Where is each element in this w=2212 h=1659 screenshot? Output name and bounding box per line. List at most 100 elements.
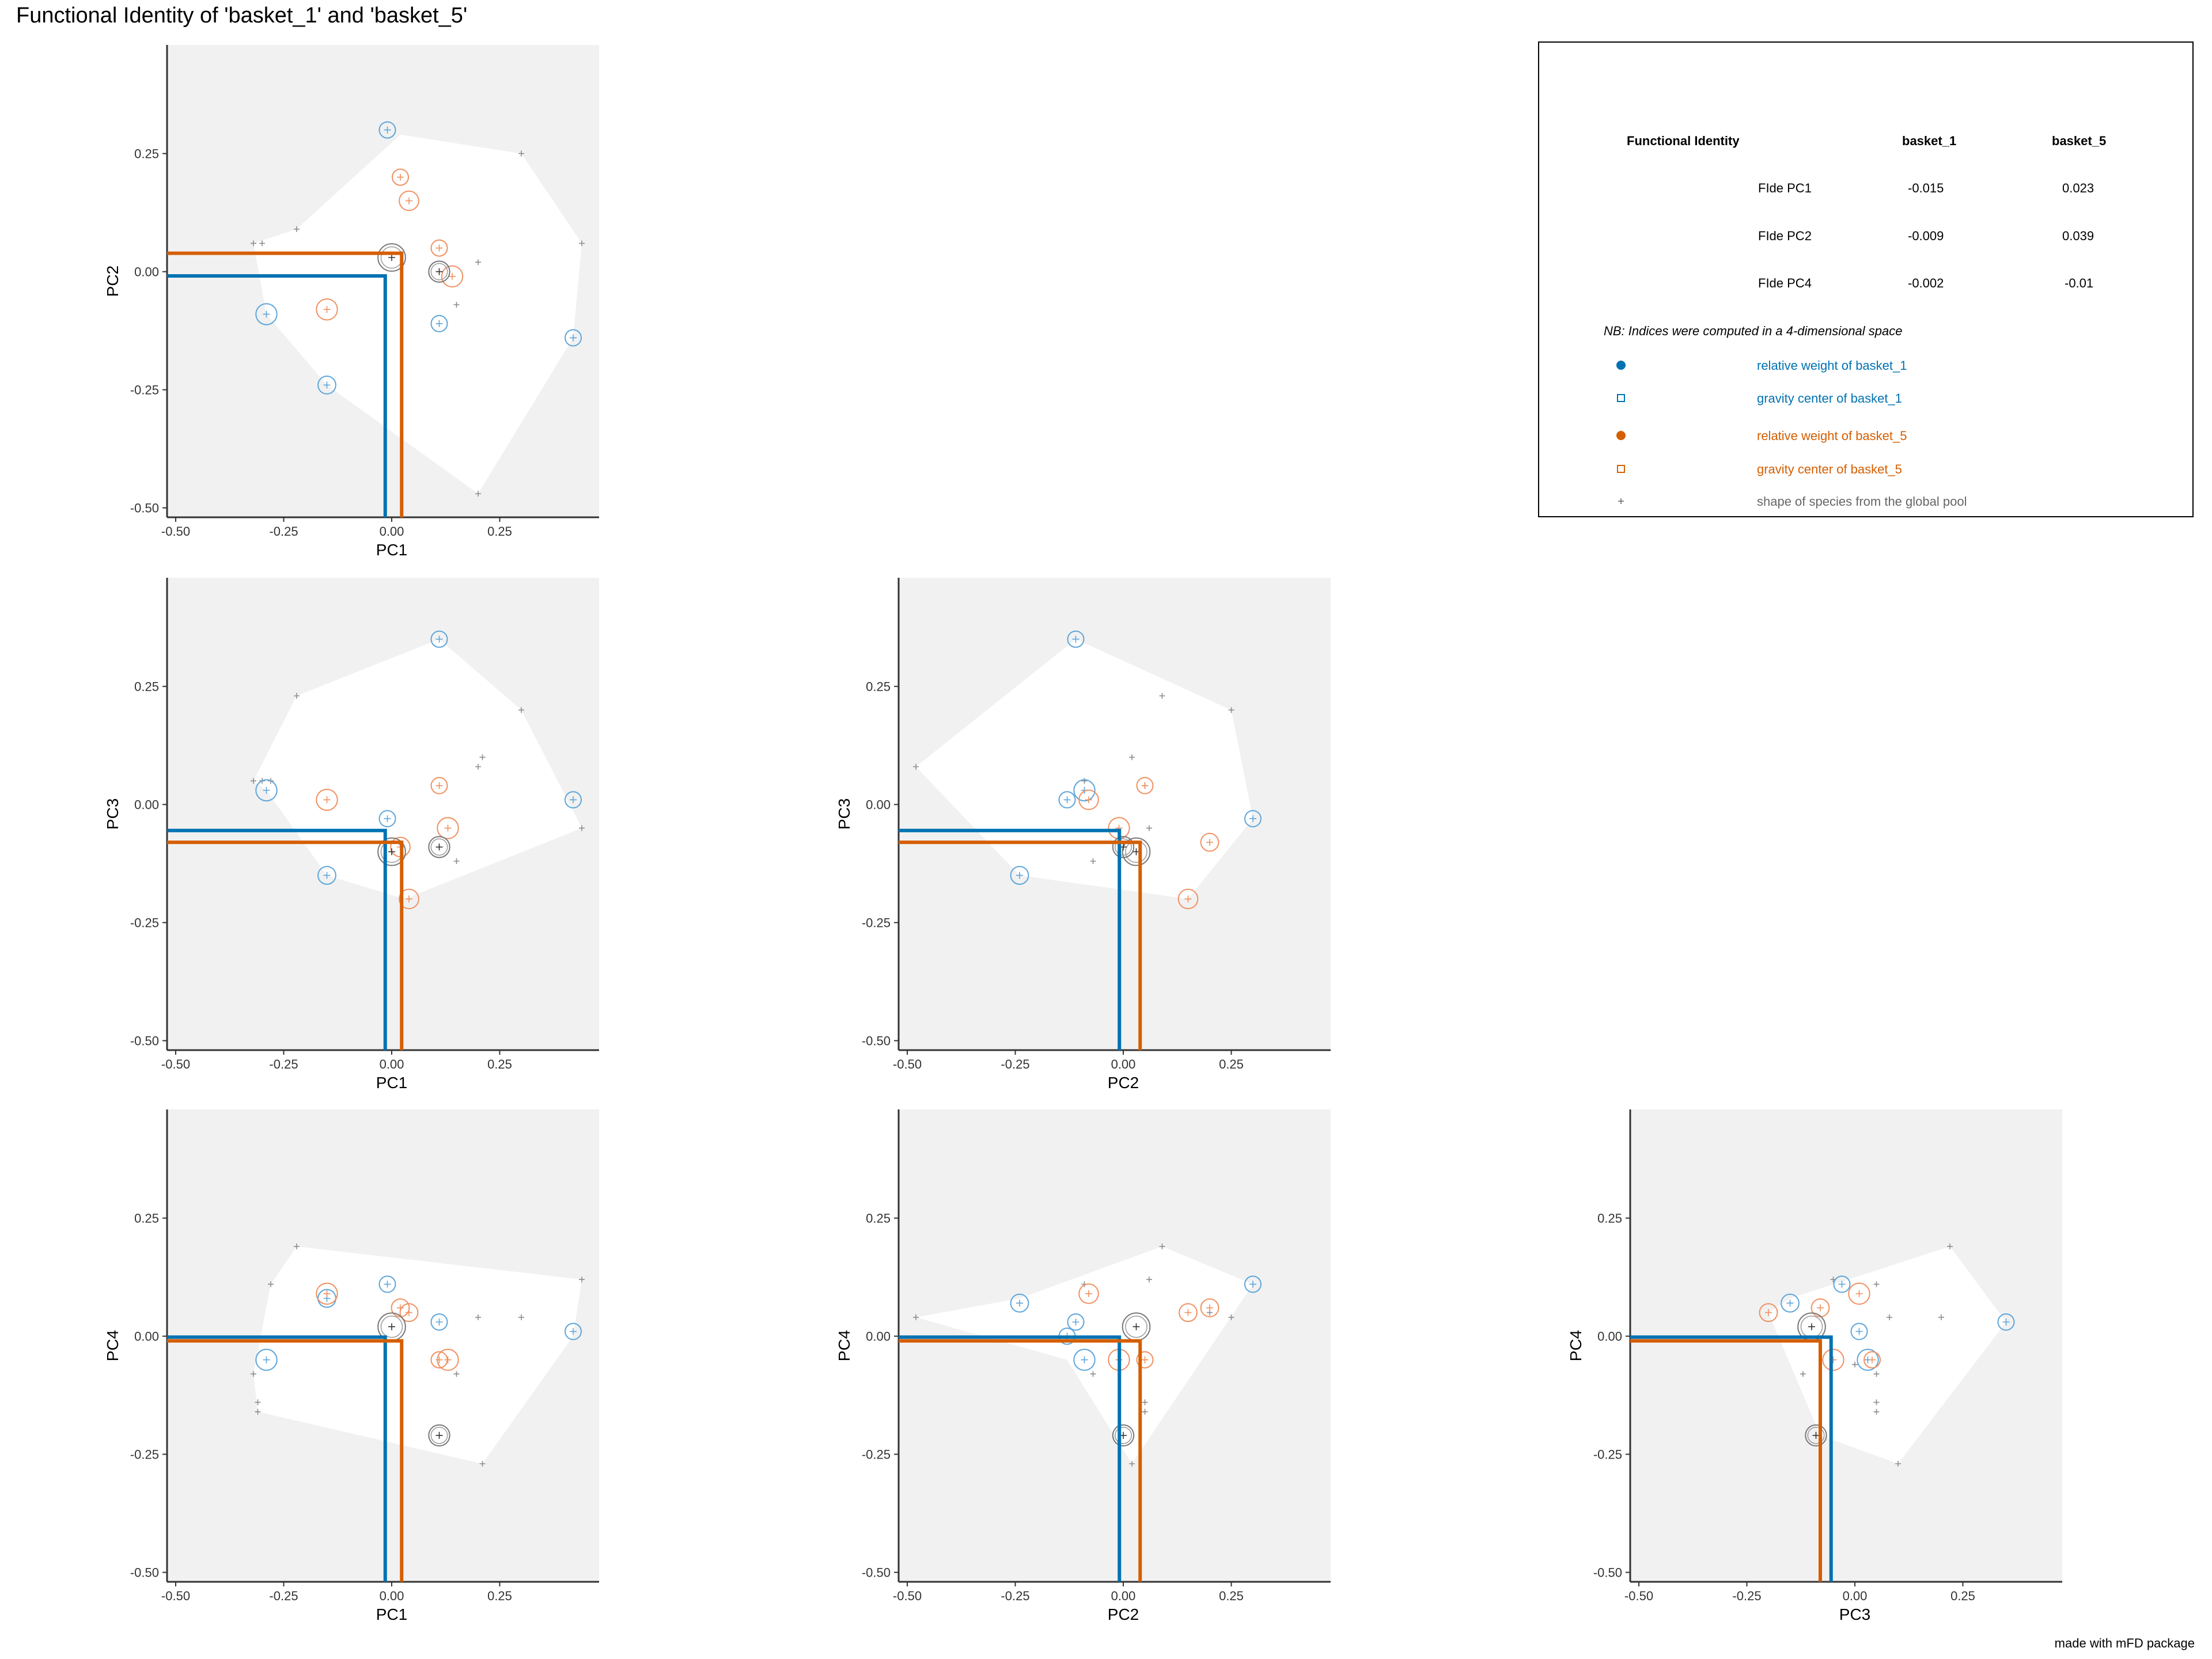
basket-1-species-point: [1244, 810, 1262, 828]
x-tick-label: 0.25: [487, 524, 512, 539]
basket-5-species-point-cross: [1184, 895, 1192, 903]
x-tick-label: 0.25: [1219, 1589, 1244, 1603]
pool-species-point: [1873, 1371, 1880, 1377]
pool-species-point: [1873, 1408, 1880, 1415]
pool-species-point: [479, 754, 486, 760]
x-axis-label: PC2: [1108, 1074, 1139, 1092]
basket-5-species-point-cross: [449, 272, 456, 280]
pool-species-point: [1938, 1314, 1944, 1320]
basket-5-species-point-cross: [1085, 796, 1092, 804]
fide-basket-1-line: [899, 1335, 1122, 1582]
y-axis-label: PC3: [835, 798, 853, 830]
legend-table: Functional Identity basket_1 basket_5 FI…: [1538, 41, 2194, 517]
x-axis-label: PC1: [376, 1074, 407, 1092]
fide-basket-1-line: [167, 274, 387, 517]
legend-open-square-icon: [1617, 465, 1625, 473]
legend-item-label: relative weight of basket_5: [1757, 429, 1907, 443]
y-tick-label: 0.25: [1597, 1211, 1622, 1226]
pool-species-point: [475, 491, 481, 497]
fide-basket-1-line: [899, 828, 1122, 1050]
legend-item-label: relative weight of basket_1: [1757, 358, 1907, 373]
y-tick-label: -0.50: [1593, 1566, 1622, 1580]
basket-1-species-point-cross: [1786, 1300, 1794, 1307]
basket-5-species-point: [1136, 1351, 1154, 1369]
chart-pc1-pc3: -0.50 -0.25 0.00 0.25 -0.50 -0.25 0.00 0.25 PC1 P…: [104, 578, 599, 1092]
shared-species-cross: [1812, 1431, 1820, 1439]
legend-item-label: shape of species from the global pool: [1757, 494, 1967, 509]
basket-5-species-point: [430, 777, 448, 794]
pool-species-point: [518, 707, 524, 713]
pool-species-point: [1228, 1314, 1234, 1320]
legend-row-label: FIde PC2: [1758, 229, 1812, 243]
legend-row-basket-5-value: 0.023: [2062, 181, 2094, 195]
basket-1-species-point-cross: [2002, 1319, 2010, 1325]
y-tick-label: 0.25: [866, 1211, 891, 1226]
shared-species-inner-ring: [1807, 1426, 1825, 1444]
x-axis-label: PC3: [1839, 1605, 1870, 1623]
convex-hull: [253, 134, 582, 494]
basket-1-species-point: [317, 866, 336, 885]
shared-species-inner-ring: [1115, 838, 1132, 856]
convex-hull: [916, 1246, 1253, 1464]
y-tick-label: -0.50: [862, 1034, 891, 1048]
x-tick-label: -0.25: [269, 524, 298, 539]
shared-species-point: [428, 1424, 450, 1446]
y-axis-label: PC4: [104, 1330, 122, 1361]
basket-5-species-point-cross: [435, 782, 443, 789]
basket-1-species-point: [565, 791, 582, 809]
basket-1-species-point: [1850, 1323, 1868, 1340]
convex-hull: [253, 639, 582, 899]
shared-species-cross: [435, 1431, 443, 1439]
basket-1-species-point-cross: [435, 1319, 443, 1325]
basket-1-species-point: [1997, 1313, 2015, 1331]
shared-species-point: [377, 243, 406, 272]
basket-1-species-point-cross: [263, 1356, 270, 1363]
fide-basket-1-line: [167, 828, 387, 1050]
basket-1-species-point-cross: [384, 1281, 391, 1288]
pool-species-point: [251, 778, 256, 784]
basket-1-species-point: [1073, 779, 1096, 802]
shared-species-cross: [388, 1323, 395, 1331]
basket-1-species-point: [1010, 866, 1029, 885]
pool-species-point: [259, 240, 265, 247]
chart-pc1-pc2: -0.50 -0.25 0.00 0.25 -0.50 -0.25 0.00 0.25 PC1 P…: [104, 45, 599, 559]
shared-species-point: [1122, 837, 1151, 866]
basket-1-species-point-cross: [435, 320, 443, 327]
basket-1-species-point-cross: [1072, 1319, 1080, 1325]
fide-basket-5-line: [899, 1339, 1142, 1582]
y-tick-label: -0.25: [130, 383, 159, 397]
legend-header-label: Functional Identity: [1627, 134, 1740, 148]
basket-5-species-point: [1822, 1349, 1844, 1371]
y-tick-label: 0.00: [134, 798, 159, 812]
panel-pc1-pc4: -0.50 -0.25 0.00 0.25 -0.50 -0.25 0.00 0.25 PC1 P…: [95, 1105, 602, 1635]
basket-1-species-point-cross: [435, 635, 443, 643]
basket-1-species-point-cross: [1016, 1300, 1023, 1307]
y-tick-label: 0.00: [134, 1330, 159, 1344]
x-tick-label: 0.25: [1950, 1589, 1975, 1603]
legend-item-label: gravity center of basket_5: [1757, 462, 1902, 476]
y-tick-label: -0.25: [1593, 1448, 1622, 1462]
shared-species-inner-ring: [380, 1315, 403, 1338]
x-axis-label: PC1: [376, 541, 407, 559]
shared-species-inner-ring: [1125, 1315, 1147, 1338]
x-tick-label: -0.25: [1732, 1589, 1761, 1603]
pool-species-point: [475, 259, 481, 266]
basket-1-species-point-cross: [1016, 872, 1023, 879]
y-tick-label: 0.25: [134, 1211, 159, 1226]
basket-5-species-point-cross: [435, 244, 443, 252]
legend-header-basket-5: basket_5: [2052, 134, 2107, 148]
basket-5-species-point: [1179, 1303, 1198, 1323]
basket-1-species-point: [255, 779, 278, 802]
basket-5-species-point: [1078, 789, 1099, 810]
y-axis-label: PC4: [1567, 1330, 1585, 1361]
shared-species-inner-ring: [430, 263, 448, 281]
pool-species-point: [1146, 825, 1152, 831]
pool-species-point: [255, 1399, 261, 1406]
basket-1-species-point: [378, 1275, 396, 1293]
shared-species-point: [1112, 836, 1135, 858]
y-axis-label: PC4: [835, 1330, 853, 1361]
y-tick-label: 0.00: [1597, 1330, 1622, 1344]
basket-1-species-point: [430, 315, 448, 332]
figure-title: Functional Identity of 'basket_1' and 'b…: [16, 3, 468, 28]
basket-5-species-point-cross: [323, 1290, 331, 1297]
